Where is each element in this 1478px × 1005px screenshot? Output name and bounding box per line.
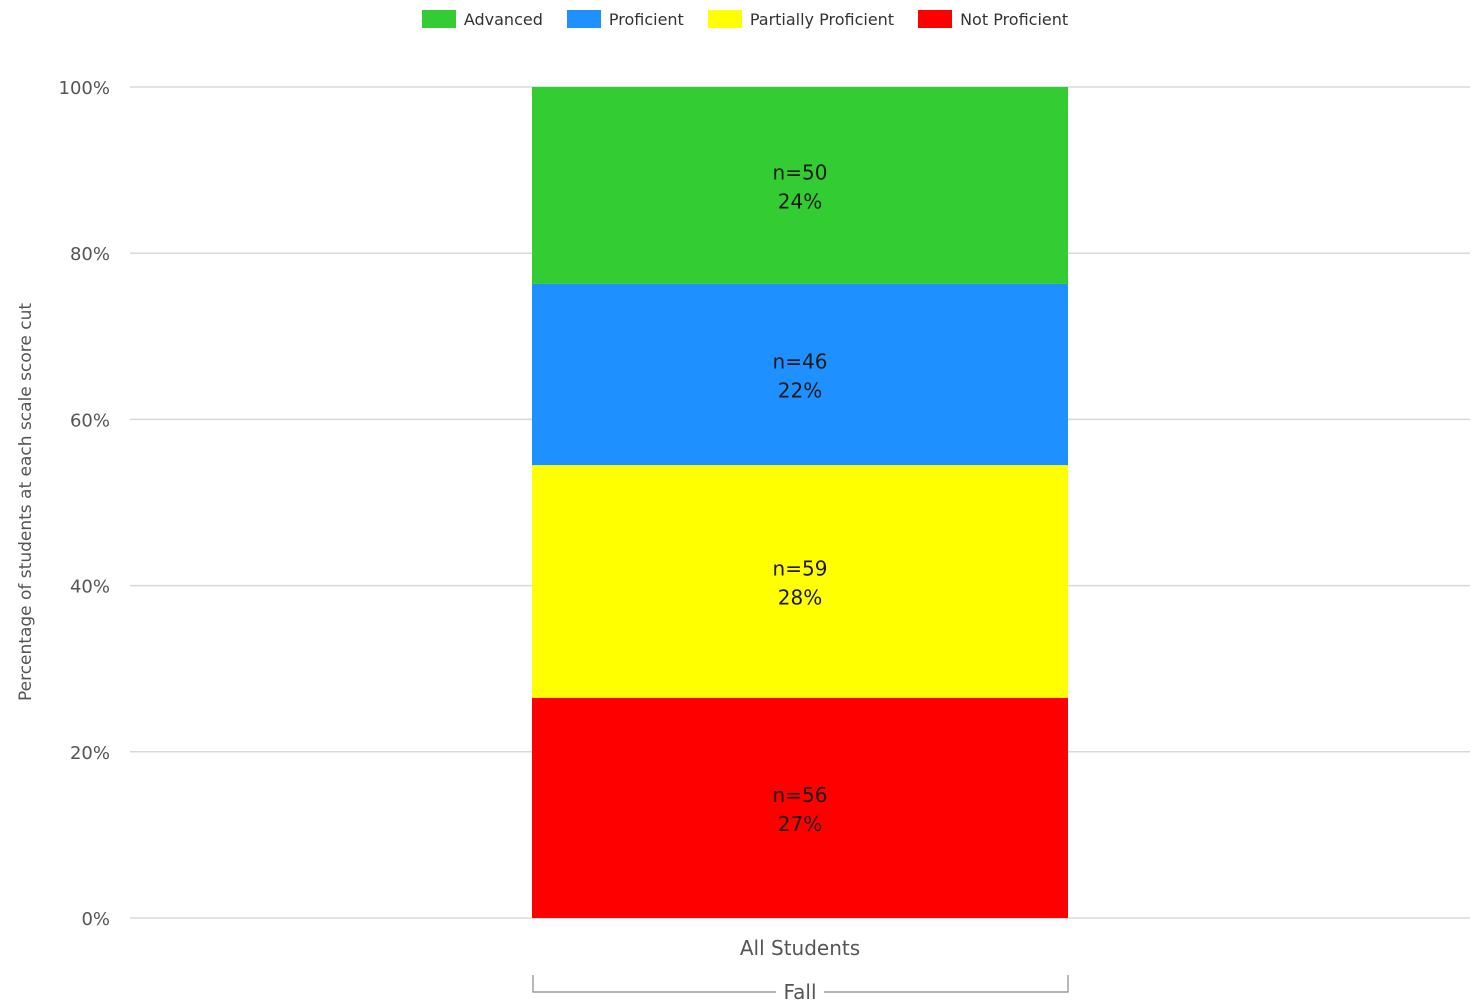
segment-percent-label: 22% — [778, 379, 822, 403]
segment-percent-label: 28% — [778, 585, 822, 609]
legend-label: Advanced — [463, 9, 543, 29]
chart-legend: Advanced Proficient Partially Proficient No… — [0, 6, 1478, 32]
y-tick-label: 60% — [70, 410, 110, 431]
legend-swatch — [566, 10, 601, 28]
y-tick-label: 80% — [70, 244, 110, 265]
bar-segment-advanced — [532, 87, 1068, 284]
group-label: Fall — [783, 980, 816, 1004]
bar-segments — [532, 87, 1068, 918]
y-tick-label: 100% — [59, 78, 110, 99]
legend-swatch — [421, 10, 456, 28]
segment-labels: n=56 27% n=59 28% n=46 22% n=50 24% — [773, 160, 828, 835]
segment-percent-label: 24% — [778, 189, 822, 213]
segment-percent-label: 27% — [778, 812, 822, 836]
segment-count-label: n=46 — [773, 350, 828, 374]
group-bracket: Fall — [532, 975, 1069, 1004]
legend-swatch — [707, 10, 742, 28]
bar-segment-partially-proficient — [532, 465, 1068, 698]
legend-label: Not Proficient — [960, 9, 1069, 29]
y-axis-label: Percentage of students at each scale sco… — [16, 303, 36, 701]
legend-label: Proficient — [608, 9, 684, 29]
y-tick-label: 20% — [70, 743, 110, 764]
bar-segment-not-proficient — [532, 697, 1068, 918]
legend-item-not-proficient[interactable]: Not Proficient — [918, 6, 1068, 32]
legend-item-partially-proficient[interactable]: Partially Proficient — [707, 6, 895, 32]
y-tick-label: 0% — [81, 909, 110, 930]
legend-item-advanced[interactable]: Advanced — [421, 6, 543, 32]
y-axis-ticks: 0% 20% 40% 60% 80% 100% — [59, 78, 110, 930]
segment-count-label: n=56 — [773, 783, 828, 807]
category-label: All Students — [740, 936, 860, 960]
segment-count-label: n=50 — [773, 160, 828, 184]
group-bracket-line — [532, 975, 1069, 993]
legend-item-proficient[interactable]: Proficient — [566, 6, 684, 32]
y-tick-label: 40% — [70, 577, 110, 598]
segment-count-label: n=59 — [773, 556, 828, 580]
bar-segment-proficient — [532, 283, 1068, 466]
legend-swatch — [918, 10, 953, 28]
legend-label: Partially Proficient — [749, 9, 895, 29]
